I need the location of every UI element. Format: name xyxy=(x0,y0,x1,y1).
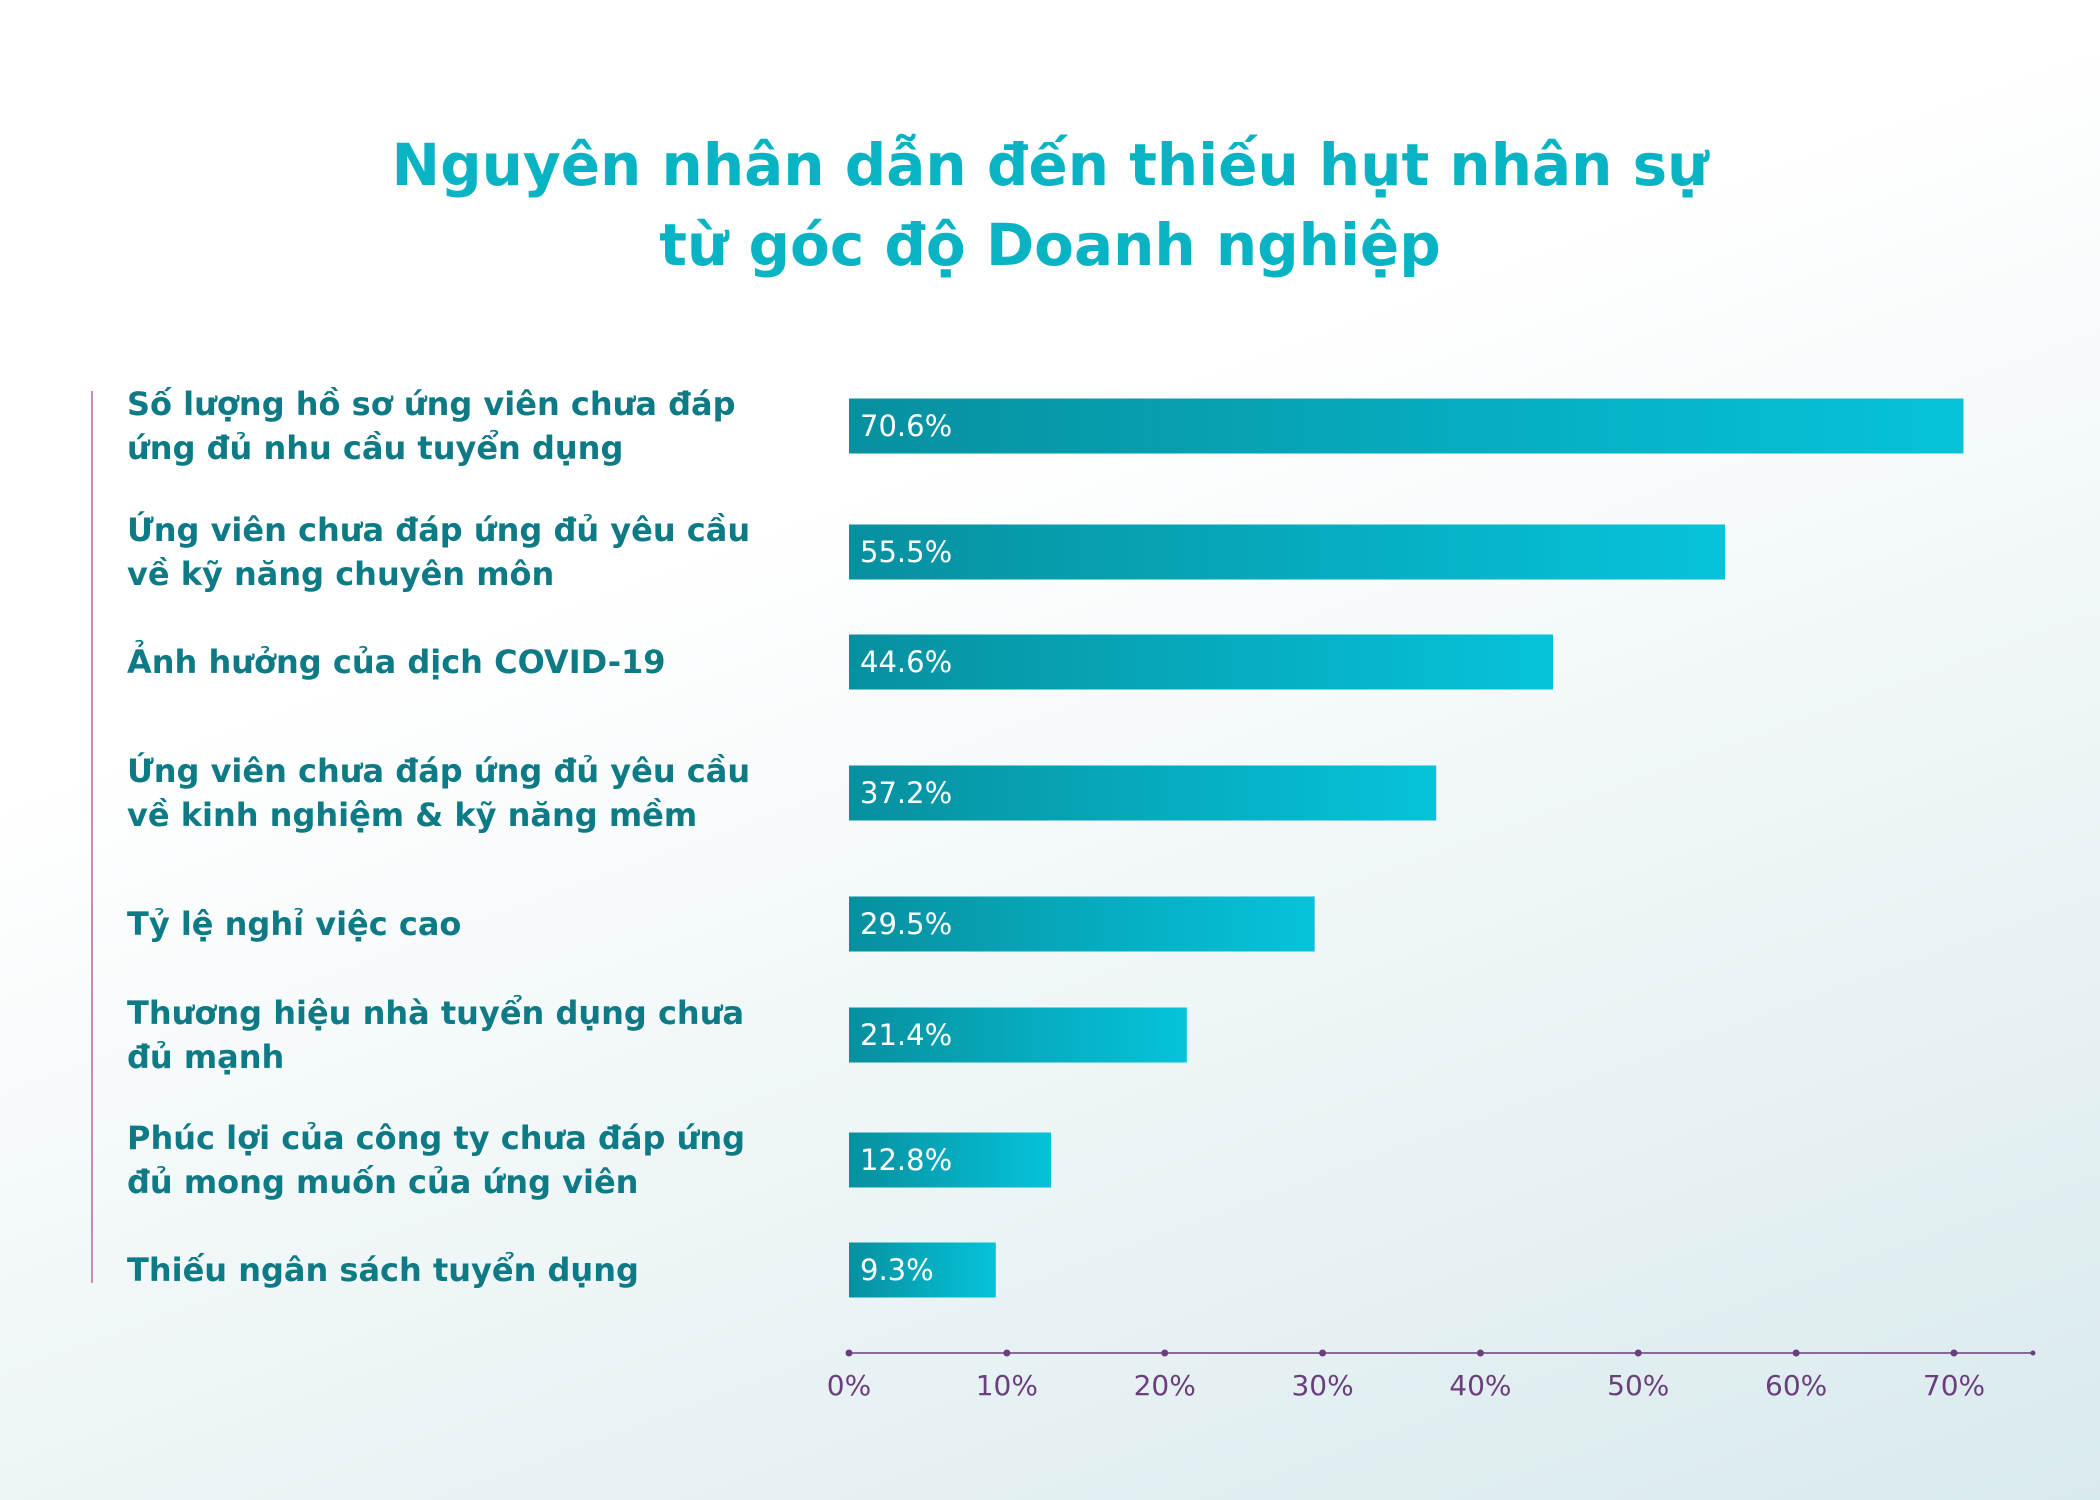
category-label: Phúc lợi của công ty chưa đáp ứng đủ mon… xyxy=(127,1119,746,1201)
value-label: 55.5% xyxy=(860,535,952,569)
bar xyxy=(849,1242,996,1298)
category-label: Thiếu ngân sách tuyển dụng xyxy=(127,1251,639,1289)
bar xyxy=(849,896,1315,952)
chart-title: từ góc độ Doanh nghiệp xyxy=(659,211,1441,279)
value-label: 21.4% xyxy=(860,1018,952,1052)
value-label: 70.6% xyxy=(860,409,952,443)
x-tick-label: 50% xyxy=(1607,1369,1669,1402)
x-tick xyxy=(1792,1349,1800,1357)
axis-end xyxy=(2030,1350,2036,1356)
bar xyxy=(849,398,1964,454)
category-label: Số lượng hồ sơ ứng viên chưa đáp ứng đủ … xyxy=(127,385,736,467)
x-tick xyxy=(1319,1349,1327,1357)
x-tick-label: 70% xyxy=(1923,1369,1985,1402)
value-label: 29.5% xyxy=(860,907,952,941)
category-label: Ứng viên chưa đáp ứng đủ yêu cầu về kỹ n… xyxy=(127,511,751,593)
value-label: 44.6% xyxy=(860,645,952,679)
x-tick-label: 20% xyxy=(1134,1369,1196,1402)
x-tick-label: 0% xyxy=(827,1369,871,1402)
x-tick-label: 40% xyxy=(1449,1369,1511,1402)
category-label: Tỷ lệ nghỉ việc cao xyxy=(127,905,462,943)
bar xyxy=(849,524,1726,580)
bar xyxy=(849,765,1437,821)
bar xyxy=(849,1132,1052,1188)
value-label: 9.3% xyxy=(860,1253,934,1287)
category-label: Ảnh hưởng của dịch COVID-19 xyxy=(127,643,666,681)
x-tick xyxy=(1634,1349,1642,1357)
category-label: Ứng viên chưa đáp ứng đủ yêu cầu về kinh… xyxy=(127,752,751,834)
x-tick xyxy=(845,1349,853,1357)
chart-title: Nguyên nhân dẫn đến thiếu hụt nhân sự xyxy=(391,131,1709,199)
x-tick xyxy=(1161,1349,1169,1357)
x-tick xyxy=(1003,1349,1011,1357)
bar xyxy=(849,1007,1187,1063)
value-label: 12.8% xyxy=(860,1143,952,1177)
value-label: 37.2% xyxy=(860,776,952,810)
x-tick-label: 30% xyxy=(1291,1369,1353,1402)
x-tick xyxy=(1476,1349,1484,1357)
x-tick xyxy=(1950,1349,1958,1357)
category-label: Thương hiệu nhà tuyển dụng chưa đủ mạnh xyxy=(127,994,745,1076)
bar xyxy=(849,634,1554,690)
x-tick-label: 10% xyxy=(976,1369,1038,1402)
x-tick-label: 60% xyxy=(1765,1369,1827,1402)
